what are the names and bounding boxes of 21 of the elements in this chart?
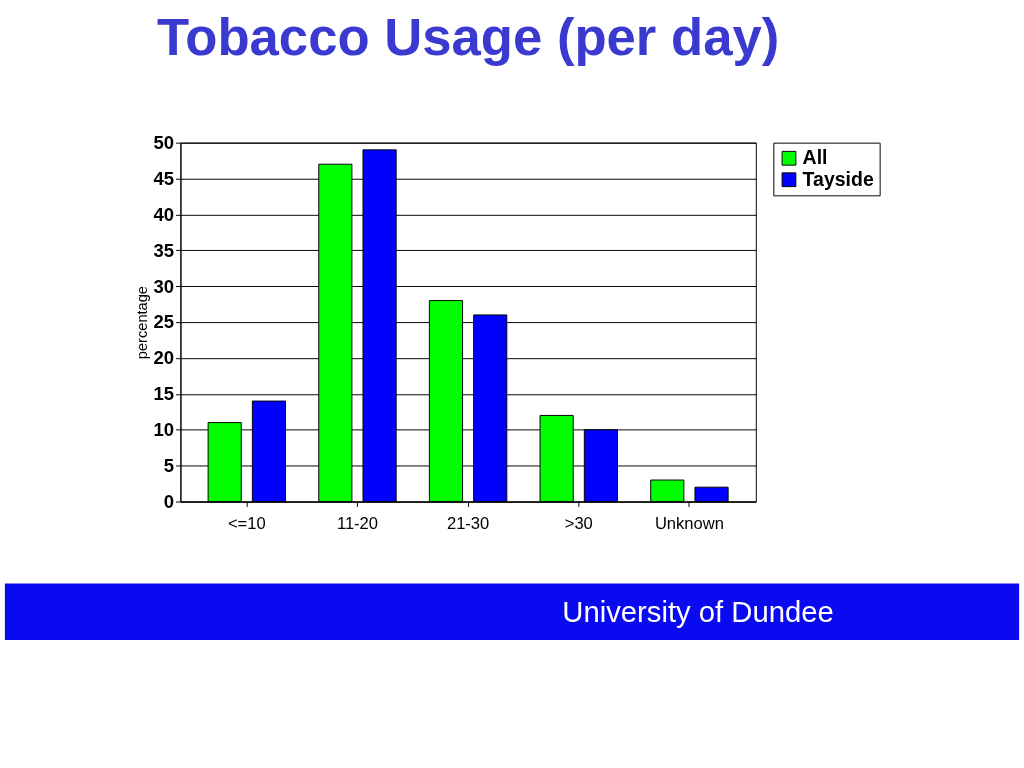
y-axis-title: percentage xyxy=(133,286,150,360)
y-tick-label: 15 xyxy=(153,383,175,405)
x-tick-label: <=10 xyxy=(227,514,266,534)
y-tick-label: 0 xyxy=(163,490,175,512)
text: University of Dundee xyxy=(562,595,834,628)
y-tick-label: 10 xyxy=(153,419,175,441)
x-tick-label: 11-20 xyxy=(336,514,379,534)
x-tick-label: Unknown xyxy=(654,514,724,534)
y-tick-label: 20 xyxy=(153,347,175,369)
y-tick-label: 35 xyxy=(153,239,175,261)
legend-label: All xyxy=(802,146,828,169)
y-tick-label: 5 xyxy=(163,455,175,477)
x-tick-label: >30 xyxy=(564,514,593,534)
y-tick-label: 25 xyxy=(153,311,175,333)
x-tick-label: 21-30 xyxy=(446,514,490,534)
y-tick-label: 40 xyxy=(153,203,175,225)
y-tick-label: 50 xyxy=(153,132,175,154)
legend-label: Tayside xyxy=(802,167,874,190)
chart-title: Tobacco Usage (per day) xyxy=(156,6,780,66)
y-tick-label: 45 xyxy=(153,167,175,189)
y-tick-label: 30 xyxy=(153,275,175,297)
